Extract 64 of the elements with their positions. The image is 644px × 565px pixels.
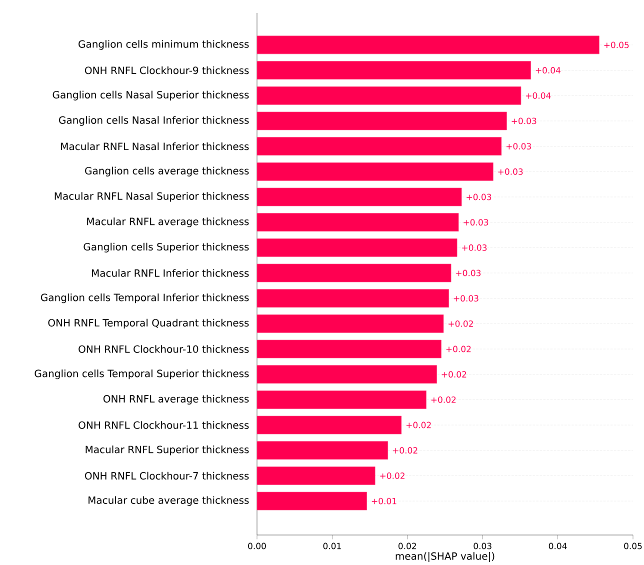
y-tick-label: Ganglion cells minimum thickness (78, 40, 249, 50)
y-tick-label: ONH RNFL Clockhour-11 thickness (78, 421, 249, 429)
data-label: +0.02 (448, 320, 473, 327)
bar (256, 61, 531, 80)
y-tick-label: ONH RNFL Clockhour-10 thickness (78, 345, 249, 353)
bar (256, 416, 402, 434)
bar (256, 492, 367, 510)
y-tick-label: Macular RNFL Nasal Inferior thickness (61, 142, 249, 150)
x-tick-label: 0.03 (474, 542, 492, 550)
data-label: +0.02 (380, 472, 404, 479)
data-label: +0.03 (462, 244, 487, 251)
bar (256, 238, 458, 257)
y-tick-label: Ganglion cells Nasal Superior thickness (52, 90, 249, 100)
bar (256, 137, 502, 156)
bar (256, 314, 444, 333)
data-label: +0.02 (392, 447, 418, 454)
y-tick-label: Ganglion cells Temporal Inferior thickness (40, 293, 249, 304)
y-tick-label: Macular RNFL Inferior thickness (92, 269, 249, 277)
y-tick-label: ONH RNFL average thickness (103, 394, 249, 405)
bar (256, 112, 507, 130)
bar (256, 188, 462, 206)
y-tick-label: ONH RNFL Clockhour-9 thickness (84, 66, 249, 74)
bar (256, 365, 437, 384)
bar (256, 466, 376, 485)
data-label: +0.02 (406, 422, 431, 428)
y-tick-label: Macular cube average thickness (88, 496, 249, 506)
bar (256, 289, 449, 308)
data-label: +0.02 (431, 396, 456, 403)
data-label: +0.02 (442, 371, 466, 378)
data-label: +0.02 (446, 346, 471, 352)
x-tick-label: 0.02 (398, 542, 416, 550)
data-label: +0.04 (526, 92, 551, 99)
bar (256, 390, 426, 409)
y-tick-label: ONH RNFL Clockhour-7 thickness (84, 472, 249, 480)
data-label: +0.04 (536, 67, 560, 74)
bar (256, 213, 459, 232)
data-label: +0.03 (512, 118, 536, 124)
bar (256, 36, 600, 54)
data-label: +0.03 (506, 143, 531, 150)
x-tick-label: 0.00 (248, 542, 266, 550)
y-tick-label: ONH RNFL Temporal Quadrant thickness (48, 318, 249, 329)
data-label: +0.03 (454, 295, 478, 302)
y-tick-label: Macular RNFL Superior thickness (86, 446, 249, 456)
data-label: +0.01 (372, 498, 396, 504)
x-tick-label: 0.05 (624, 542, 642, 550)
bar (256, 264, 452, 282)
bar (256, 162, 494, 181)
bar (256, 86, 522, 105)
bar (256, 441, 388, 460)
y-tick-label: Macular RNFL Nasal Superior thickness (54, 192, 249, 202)
bar (256, 340, 442, 358)
data-label: +0.03 (498, 168, 523, 175)
data-label: +0.05 (604, 42, 629, 48)
x-axis-title: mean(|SHAP value|) (396, 552, 494, 562)
data-label: +0.03 (464, 219, 488, 226)
y-tick-label: Ganglion cells Nasal Inferior thickness (59, 116, 249, 126)
y-tick-label: Ganglion cells average thickness (85, 166, 249, 176)
x-tick-label: 0.04 (548, 542, 567, 550)
y-tick-label: Ganglion cells Superior thickness (84, 242, 249, 252)
data-label: +0.03 (466, 194, 492, 200)
data-label: +0.03 (456, 270, 481, 276)
y-tick-label: Ganglion cells Temporal Superior thickness (34, 370, 249, 380)
x-tick-label: 0.01 (323, 542, 341, 550)
y-tick-label: Macular RNFL average thickness (87, 217, 249, 228)
